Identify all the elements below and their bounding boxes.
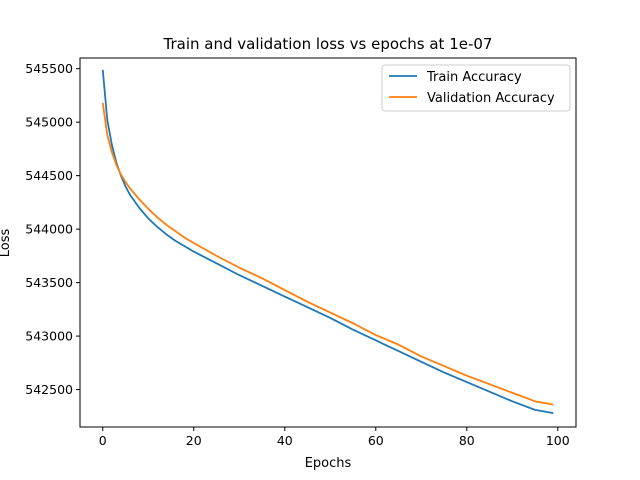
x-tick-label: 20 (186, 433, 202, 448)
y-tick-label: 543000 (25, 329, 73, 344)
legend-label-train: Train Accuracy (426, 70, 522, 85)
y-tick-label: 543500 (25, 275, 73, 290)
series-line-validation (101, 102, 554, 406)
y-tick-label: 545000 (25, 115, 73, 130)
x-tick-label: 100 (546, 433, 570, 448)
x-tick-label: 60 (368, 433, 384, 448)
x-tick-label: 80 (459, 433, 475, 448)
y-tick-label: 544000 (25, 222, 73, 237)
legend: Train Accuracy Validation Accuracy (381, 64, 571, 112)
y-tick-label: 544500 (25, 168, 73, 183)
plot-lines (101, 69, 554, 414)
plot-frame (79, 57, 577, 428)
y-axis-label: Loss (0, 229, 13, 258)
x-axis-label: Epochs (305, 456, 352, 471)
legend-label-validation: Validation Accuracy (427, 91, 555, 106)
x-tick-label: 0 (99, 433, 107, 448)
y-axis: 542500 543000 543500 544000 544500 545000 5455… (25, 61, 80, 397)
legend-box (381, 64, 571, 112)
y-tick-label: 545500 (25, 61, 73, 76)
x-tick-label: 40 (277, 433, 293, 448)
series-line-train (101, 69, 554, 414)
x-axis: 0 20 40 60 80 100 (99, 427, 570, 448)
chart-title: Train and validation loss vs epochs at 1… (163, 35, 493, 53)
y-tick-label: 542500 (25, 382, 73, 397)
